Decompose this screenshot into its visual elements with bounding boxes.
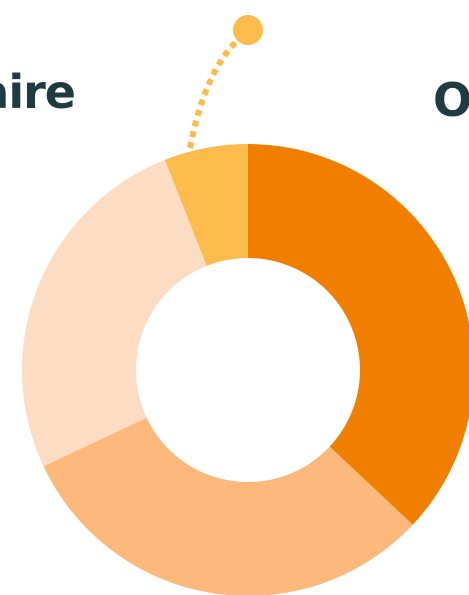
donut-slice: [248, 144, 469, 525]
leader-dot: [233, 15, 263, 45]
donut-slice: [164, 144, 248, 266]
donut-slice: [22, 159, 207, 467]
annotation: O: [433, 73, 469, 127]
annotation: aire: [0, 65, 75, 119]
leader-line: [187, 35, 243, 149]
donut: [22, 144, 469, 595]
donut-slice: [43, 417, 413, 595]
